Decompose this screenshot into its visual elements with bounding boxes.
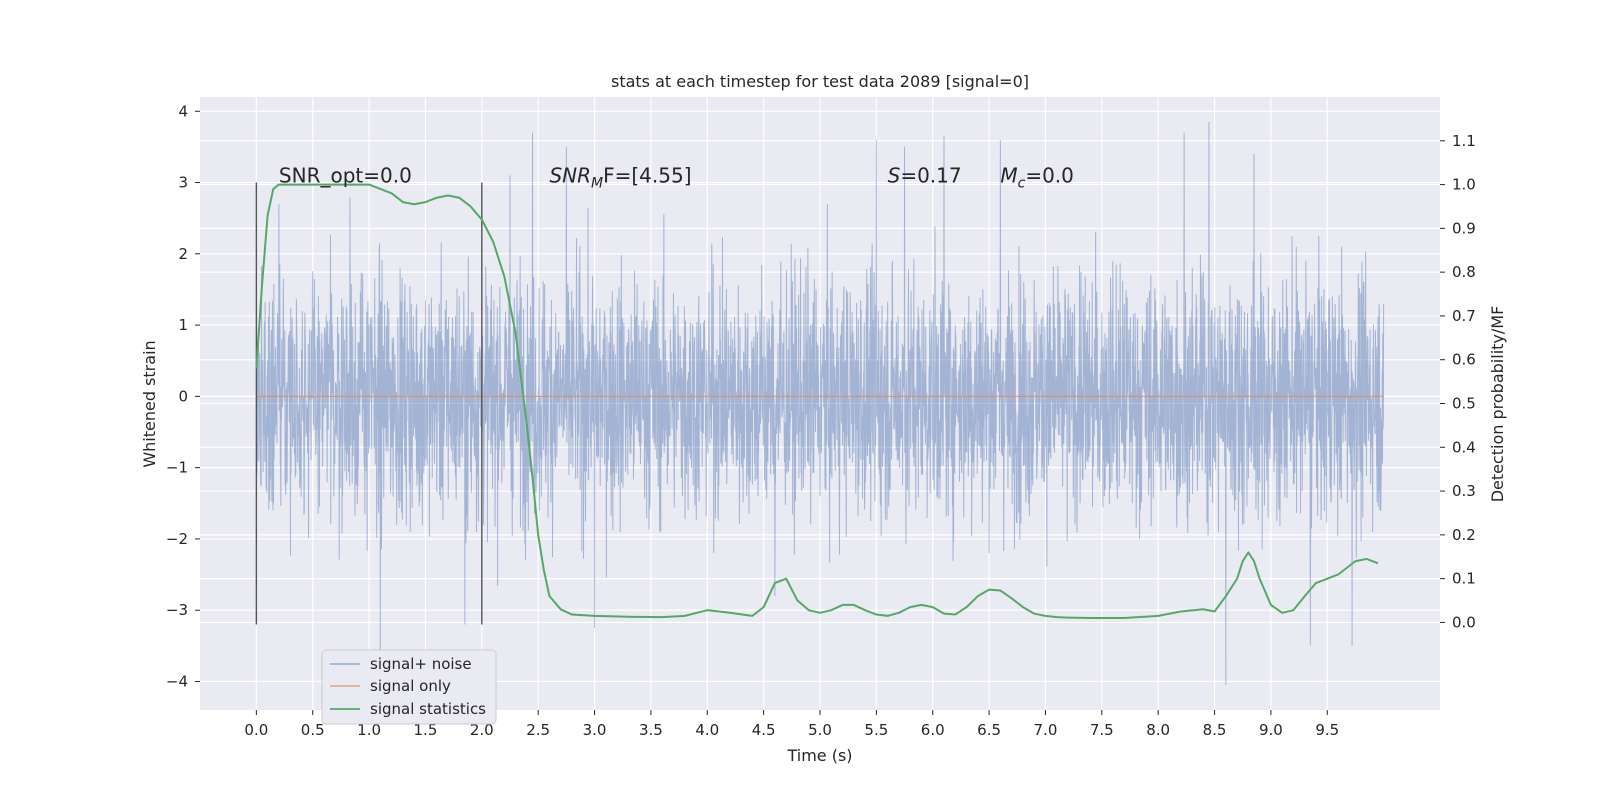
legend-label-signal-statistics: signal statistics [370, 700, 486, 718]
right-y-tick-label: 0.3 [1452, 482, 1476, 500]
x-tick-label: 6.0 [921, 721, 945, 739]
x-tick-label: 0.0 [244, 721, 268, 739]
x-tick-label: 0.5 [301, 721, 325, 739]
y-tick-label: −4 [166, 672, 188, 690]
annotation: S=0.17 [888, 164, 962, 188]
x-tick-label: 4.5 [752, 721, 776, 739]
annotation: SNR_opt=0.0 [279, 164, 412, 188]
signal-plus-noise-series [255, 121, 1385, 686]
x-tick-label: 4.0 [695, 721, 719, 739]
annotations: SNR_opt=0.0 SNRMF=[4.55] S=0.17 Mc=0.0 [279, 164, 1074, 192]
x-tick-label: 7.0 [1034, 721, 1058, 739]
legend-label-signal-noise: signal+ noise [370, 655, 472, 673]
right-y-axis-ticks: 0.0 0.1 0.2 0.3 0.4 0.5 0.6 0.7 0.8 0.9 1.0 1.1 [1440, 132, 1476, 631]
x-tick-label: 9.0 [1259, 721, 1283, 739]
right-y-tick-label: 0.6 [1452, 351, 1476, 369]
right-y-tick-label: 0.5 [1452, 395, 1476, 413]
right-y-tick-label: 1.1 [1452, 132, 1476, 150]
x-tick-label: 1.0 [357, 721, 381, 739]
grid [200, 97, 1440, 710]
x-tick-label: 1.5 [414, 721, 438, 739]
x-tick-label: 3.5 [639, 721, 663, 739]
annotation: SNRMF=[4.55] [549, 164, 691, 192]
x-tick-label: 8.5 [1203, 721, 1227, 739]
x-tick-label: 3.0 [583, 721, 607, 739]
legend: signal+ noise signal only signal statist… [321, 649, 497, 725]
y-tick-label: −3 [166, 601, 188, 619]
x-axis-ticks: 0.0 0.5 1.0 1.5 2.0 2.5 3.0 3.5 4.0 4.5 5.0 5.5 6.0 6… [244, 710, 1339, 739]
right-y-tick-label: 0.0 [1452, 613, 1476, 631]
right-y-tick-label: 0.8 [1452, 263, 1476, 281]
right-y-tick-label: 0.2 [1452, 526, 1476, 544]
x-tick-label: 8.0 [1146, 721, 1170, 739]
y-tick-label: −1 [166, 459, 188, 477]
chart-title: stats at each timestep for test data 208… [611, 72, 1029, 91]
y-tick-label: 3 [178, 174, 188, 192]
vertical-markers [255, 182, 483, 625]
right-y-tick-label: 0.4 [1452, 438, 1476, 456]
right-y-tick-label: 0.7 [1452, 307, 1476, 325]
y-tick-label: 2 [178, 245, 188, 263]
y-tick-label: 4 [178, 102, 188, 120]
x-tick-label: 6.5 [977, 721, 1001, 739]
right-y-tick-label: 1.0 [1452, 176, 1476, 194]
x-axis-label: Time (s) [786, 746, 852, 765]
y-tick-label: 1 [178, 316, 188, 334]
y-axis-ticks: −4 −3 −2 −1 0 1 2 3 4 [166, 102, 200, 690]
legend-box [321, 649, 497, 725]
y-axis-label: Whitened strain [140, 340, 159, 467]
x-tick-label: 5.5 [864, 721, 888, 739]
x-tick-label: 2.5 [526, 721, 550, 739]
signal-statistics-series [255, 183, 1379, 620]
legend-label-signal-only: signal only [370, 677, 451, 695]
signal-statistics-line [255, 183, 1379, 620]
right-y-axis-label: Detection probability/MF [1488, 306, 1507, 503]
x-tick-label: 5.0 [808, 721, 832, 739]
x-tick-label: 9.5 [1315, 721, 1339, 739]
right-y-tick-label: 0.1 [1452, 570, 1476, 588]
right-y-tick-label: 0.9 [1452, 219, 1476, 237]
x-tick-label: 7.5 [1090, 721, 1114, 739]
signal-plus-noise-line [255, 121, 1385, 686]
x-tick-label: 2.0 [470, 721, 494, 739]
annotation: Mc=0.0 [1000, 164, 1074, 192]
y-tick-label: −2 [166, 530, 188, 548]
y-tick-label: 0 [178, 387, 188, 405]
